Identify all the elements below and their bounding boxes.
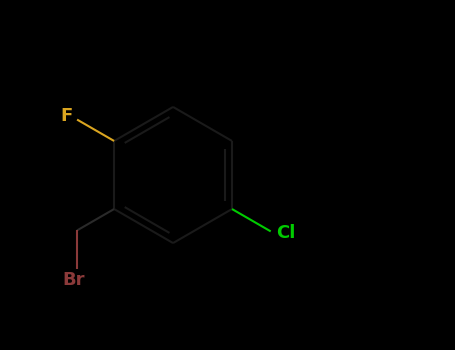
Text: Br: Br <box>62 271 85 289</box>
Text: F: F <box>60 107 72 125</box>
Text: Cl: Cl <box>276 224 295 242</box>
